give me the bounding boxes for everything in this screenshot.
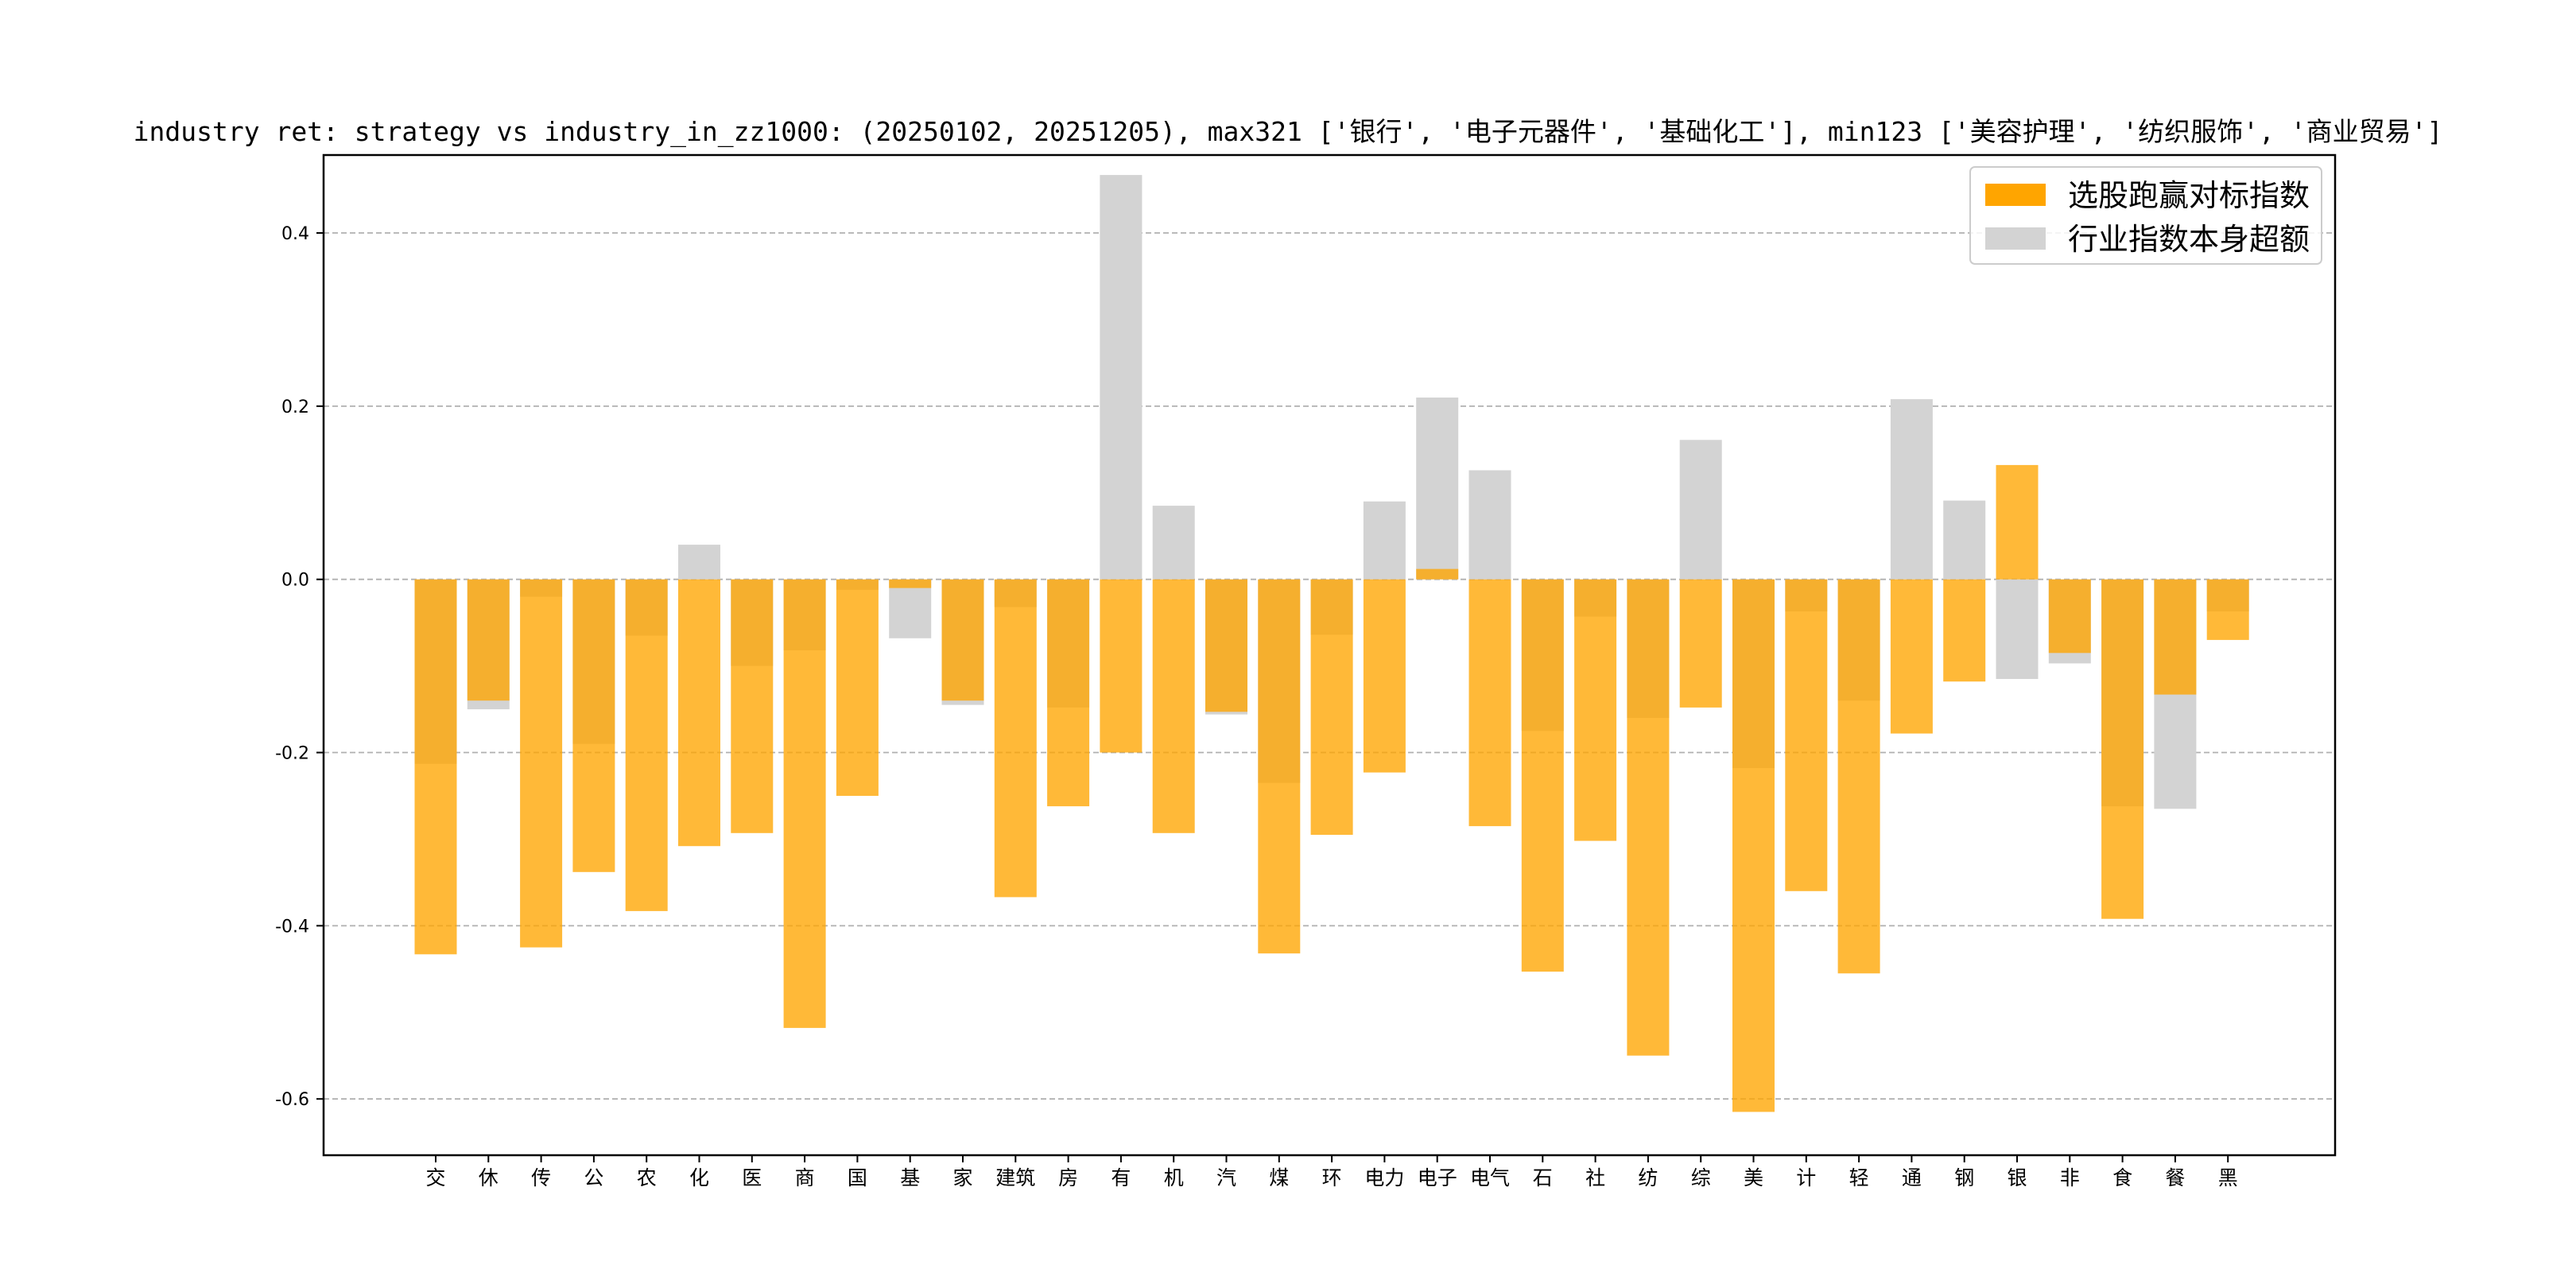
y-tick-label: -0.2	[275, 744, 309, 764]
industry-bar	[1416, 398, 1459, 580]
strategy-bar	[1521, 579, 1564, 972]
strategy-bar	[1890, 579, 1933, 734]
x-tick-label: 石	[1533, 1166, 1553, 1189]
industry-bar	[1468, 470, 1511, 580]
legend-label-industry: 行业指数本身超额	[2068, 222, 2310, 257]
legend-swatch-industry	[1985, 227, 2046, 250]
x-tick-label: 汽	[1216, 1166, 1236, 1189]
x-tick-label: 轻	[1849, 1166, 1869, 1189]
y-tick-label: 0.0	[281, 571, 309, 591]
x-tick-label: 医	[742, 1166, 762, 1189]
y-tick-label: 0.2	[281, 398, 309, 417]
x-tick-label: 国	[848, 1166, 867, 1189]
industry-bar	[1363, 501, 1406, 580]
strategy-bar	[1732, 579, 1775, 1112]
strategy-bar	[1627, 579, 1670, 1056]
industry-bar	[678, 545, 720, 580]
strategy-bar	[572, 579, 615, 872]
x-tick-label: 机	[1164, 1166, 1184, 1189]
plot-frame	[322, 153, 2337, 1157]
industry-bar	[1996, 579, 2039, 679]
x-tick-label: 黑	[2218, 1166, 2238, 1189]
strategy-bar	[1679, 579, 1722, 708]
strategy-bar	[731, 579, 774, 833]
legend-swatch-strategy	[1985, 184, 2046, 206]
strategy-bar	[1310, 579, 1353, 835]
x-tick-label: 建筑	[995, 1166, 1035, 1189]
industry-bar	[1152, 506, 1195, 580]
strategy-bars	[414, 464, 2249, 1112]
y-tick-label: -0.4	[275, 917, 309, 937]
strategy-bar	[783, 579, 826, 1028]
legend-frame	[1969, 166, 2322, 265]
x-tick-label: 公	[584, 1166, 603, 1189]
x-tick-label: 非	[2060, 1166, 2080, 1189]
x-tick-label: 农	[637, 1166, 657, 1189]
strategy-bar	[836, 579, 879, 796]
chart-title: industry ret: strategy vs industry_in_zz…	[134, 116, 2443, 148]
strategy-bar	[889, 579, 932, 588]
x-tick-label: 社	[1585, 1166, 1605, 1189]
x-axis: 交 休 传 公 农 化 医 商 国 基 家建筑房 有 机 汽 煤 环电力 电子 电气石 社 纺 综 美 计 轻 通 钢 银 非 食 餐 黑	[425, 1155, 2238, 1189]
y-tick-label: -0.6	[275, 1090, 309, 1110]
x-tick-label: 银	[2007, 1166, 2027, 1189]
x-tick-label: 餐	[2165, 1166, 2185, 1189]
x-tick-label: 纺	[1638, 1166, 1658, 1189]
x-tick-label: 化	[689, 1166, 709, 1189]
strategy-bar	[2154, 579, 2197, 695]
x-tick-label: 电力	[1364, 1166, 1404, 1189]
strategy-bar	[1574, 579, 1617, 841]
x-tick-label: 电子	[1418, 1166, 1457, 1189]
y-axis: -0.6 -0.4 -0.2 0.0 0.2 0.4	[275, 224, 324, 1110]
x-tick-label: 传	[531, 1166, 551, 1189]
strategy-bar	[1258, 579, 1301, 954]
strategy-bar	[1785, 579, 1828, 891]
strategy-bar	[1416, 568, 1459, 580]
industry-bar	[1890, 399, 1933, 580]
strategy-bar	[467, 579, 510, 701]
strategy-bar	[2048, 579, 2091, 654]
x-tick-label: 家	[952, 1166, 972, 1189]
x-tick-label: 计	[1796, 1166, 1816, 1189]
x-tick-label: 电气	[1470, 1166, 1510, 1189]
strategy-bar	[1943, 579, 1986, 682]
x-tick-label: 综	[1691, 1166, 1711, 1189]
legend-label-strategy: 选股跑赢对标指数	[2068, 178, 2310, 213]
strategy-bar	[1100, 579, 1143, 753]
x-tick-label: 食	[2112, 1166, 2132, 1189]
industry-bar	[889, 579, 932, 638]
x-tick-label: 休	[479, 1166, 499, 1189]
y-tick-label: 0.4	[281, 224, 309, 244]
strategy-bar	[1837, 579, 1880, 974]
strategy-bar	[1363, 579, 1406, 773]
x-tick-label: 房	[1058, 1166, 1078, 1189]
x-tick-label: 有	[1111, 1166, 1131, 1189]
industry-bar	[1100, 175, 1143, 580]
industry-bar	[1679, 440, 1722, 580]
strategy-bar	[678, 579, 720, 847]
x-tick-label: 煤	[1269, 1166, 1289, 1189]
strategy-bar	[1047, 579, 1090, 807]
strategy-bar	[520, 579, 563, 948]
strategy-bar	[1205, 579, 1247, 712]
strategy-bar	[1996, 464, 2039, 580]
strategy-bar	[2206, 579, 2249, 640]
x-tick-label: 环	[1322, 1166, 1342, 1189]
x-tick-label: 钢	[1954, 1166, 1974, 1189]
industry-bar	[1943, 500, 1986, 580]
legend: 选股跑赢对标指数 行业指数本身超额	[1969, 166, 2322, 265]
x-tick-label: 通	[1902, 1166, 1922, 1189]
strategy-bar	[941, 579, 984, 701]
strategy-bar	[1468, 579, 1511, 827]
strategy-bar	[625, 579, 668, 911]
x-tick-label: 商	[795, 1166, 815, 1189]
strategy-bar	[1152, 579, 1195, 833]
strategy-bar	[994, 579, 1037, 898]
x-tick-label: 交	[425, 1166, 445, 1189]
strategy-bar	[2101, 579, 2144, 919]
x-tick-label: 基	[900, 1166, 920, 1189]
x-tick-label: 美	[1744, 1166, 1763, 1189]
strategy-bar	[414, 579, 457, 955]
